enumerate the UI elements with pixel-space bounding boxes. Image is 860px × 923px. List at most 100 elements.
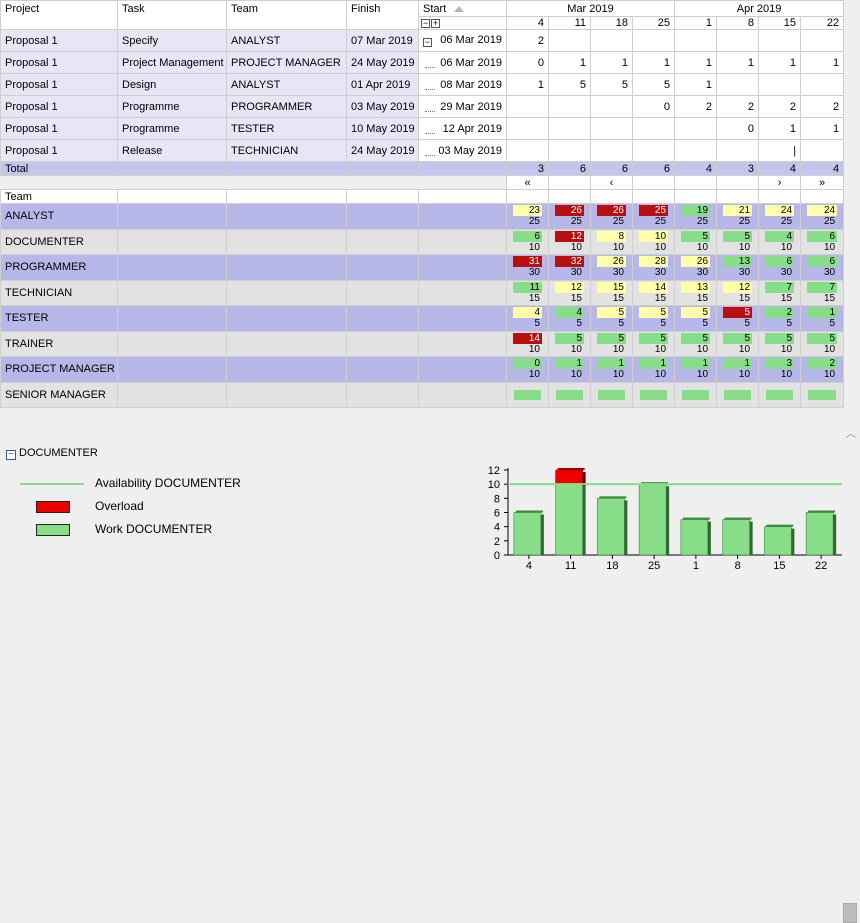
task-week-cell[interactable]: 5 [631,73,676,96]
team-week-cell[interactable] [716,381,760,408]
team-week-cell[interactable]: 25 25 [631,203,676,230]
task-week-cell[interactable]: 5 [548,73,591,96]
team-week-cell[interactable]: 3 10 [758,356,802,383]
team-week-cell[interactable]: 32 30 [548,254,591,281]
team-week-cell[interactable]: 23 25 [506,203,549,230]
team-week-cell[interactable]: 1 10 [548,356,591,383]
team-week-cell[interactable]: 14 10 [506,330,549,357]
task-week-cell[interactable]: 1 [800,51,845,74]
team-week-cell[interactable]: 6 10 [800,228,845,255]
task-collapse-icon[interactable]: − [423,37,432,47]
team-week-cell[interactable]: 0 10 [506,356,549,383]
collapse-all-icon[interactable]: − [421,17,430,28]
previous-page-button[interactable]: ‹ [590,175,633,190]
column-header-start[interactable]: Start [418,0,507,17]
task-row[interactable]: Proposal 1 Release TECHNICIAN 24 May 2019 03… [0,139,845,162]
team-week-cell[interactable]: 1 10 [716,356,760,383]
task-week-cell[interactable]: 2 [674,95,718,118]
team-week-cell[interactable]: 10 10 [631,228,676,255]
task-week-cell[interactable]: 0 [506,51,549,74]
collapse-icon[interactable]: − [6,450,16,460]
task-week-cell[interactable]: 5 [590,73,633,96]
task-week-cell[interactable] [590,117,633,140]
team-week-cell[interactable] [631,381,676,408]
team-week-cell[interactable]: 6 10 [506,228,549,255]
team-week-cell[interactable]: 26 30 [674,254,718,281]
task-week-cell[interactable] [548,95,591,118]
task-week-cell[interactable]: 0 [631,95,676,118]
team-row[interactable]: PROGRAMMER 31 30 32 30 26 30 28 30 26 30 13 30 6 30 6 30 [0,254,845,281]
task-row[interactable]: Proposal 1 Design ANALYST 01 Apr 2019 08 Mar… [0,73,845,96]
team-week-cell[interactable]: 5 10 [716,228,760,255]
task-week-cell[interactable]: 2 [800,95,845,118]
team-row[interactable]: PROJECT MANAGER 0 10 1 10 1 10 1 10 1 10 1 10 3 10 2 10 [0,356,845,383]
team-row[interactable]: SENIOR MANAGER [0,381,845,408]
task-week-cell[interactable]: 1 [716,51,760,74]
column-header-team[interactable]: Team [226,0,347,30]
last-page-button[interactable]: » [800,175,845,190]
team-week-cell[interactable]: 26 25 [548,203,591,230]
task-week-cell[interactable] [548,117,591,140]
task-week-cell[interactable]: 1 [674,51,718,74]
task-week-cell[interactable] [800,139,845,162]
team-week-cell[interactable]: 7 15 [758,279,802,306]
task-week-cell[interactable]: 1 [548,51,591,74]
team-week-cell[interactable]: 7 15 [800,279,845,306]
team-week-cell[interactable]: 12 15 [548,279,591,306]
team-week-cell[interactable]: 11 15 [506,279,549,306]
task-week-cell[interactable] [674,117,718,140]
team-row[interactable]: TRAINER 14 10 5 10 5 10 5 10 5 10 5 10 5 10 5 10 [0,330,845,357]
sort-ascending-icon[interactable] [454,5,465,12]
team-week-cell[interactable]: 5 10 [758,330,802,357]
task-week-cell[interactable] [506,139,549,162]
task-week-cell[interactable] [758,29,802,52]
task-row[interactable]: Proposal 1 Specify ANALYST 07 Mar 2019−06 M… [0,29,845,52]
column-header-project[interactable]: Project [0,0,118,30]
team-week-cell[interactable] [548,381,591,408]
team-week-cell[interactable]: 12 10 [548,228,591,255]
scroll-up-icon[interactable]: ︿ [846,429,856,440]
team-week-cell[interactable]: 15 15 [590,279,633,306]
task-week-cell[interactable] [506,95,549,118]
task-week-cell[interactable] [800,29,845,52]
task-week-cell[interactable]: 2 [758,95,802,118]
team-week-cell[interactable]: 5 10 [631,330,676,357]
team-week-cell[interactable]: 5 10 [590,330,633,357]
task-week-cell[interactable] [548,29,591,52]
team-week-cell[interactable]: 26 25 [590,203,633,230]
task-week-cell[interactable] [590,95,633,118]
team-week-cell[interactable]: 12 15 [716,279,760,306]
team-week-cell[interactable]: 1 10 [631,356,676,383]
team-week-cell[interactable]: 8 10 [590,228,633,255]
chart-scrollbar-thumb[interactable] [843,903,857,923]
task-week-cell[interactable]: 2 [506,29,549,52]
team-week-cell[interactable]: 24 25 [800,203,845,230]
task-row[interactable]: Proposal 1 Programme TESTER 10 May 2019 12 A… [0,117,845,140]
team-week-cell[interactable] [758,381,802,408]
task-week-cell[interactable] [590,139,633,162]
task-week-cell[interactable]: 2 [716,95,760,118]
team-week-cell[interactable] [506,381,549,408]
task-week-cell[interactable] [716,29,760,52]
team-week-cell[interactable]: 5 10 [716,330,760,357]
team-week-cell[interactable] [590,381,633,408]
expand-all-icon[interactable]: + [431,17,440,28]
task-week-cell[interactable] [631,29,676,52]
team-week-cell[interactable]: 5 10 [674,330,718,357]
task-row[interactable]: Proposal 1 Programme PROGRAMMER 03 May 2019… [0,95,845,118]
team-week-cell[interactable]: 24 25 [758,203,802,230]
task-row[interactable]: Proposal 1 Project Management PROJECT MANA… [0,51,845,74]
team-week-cell[interactable]: 28 30 [631,254,676,281]
task-week-cell[interactable]: 1 [758,51,802,74]
task-week-cell[interactable] [716,139,760,162]
team-row[interactable]: ANALYST 23 25 26 25 26 25 25 25 19 25 21 25 24 25 24 25 [0,203,845,230]
task-week-cell[interactable]: 0 [716,117,760,140]
detail-title[interactable]: − DOCUMENTER [6,447,98,460]
task-week-cell[interactable]: 1 [674,73,718,96]
